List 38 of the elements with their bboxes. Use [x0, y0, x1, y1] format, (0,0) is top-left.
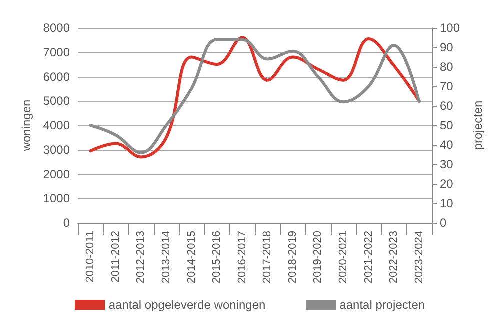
x-tick-label: 2023-2024 — [413, 231, 426, 284]
y2-tick-label: 20 — [440, 177, 454, 191]
y2-tick-label: 80 — [440, 60, 454, 74]
y-tick-label: 8000 — [43, 21, 70, 35]
y-tick-label: 6000 — [43, 70, 70, 84]
legend-label: aantal projecten — [340, 298, 426, 312]
y-tick-label: 5000 — [43, 94, 70, 108]
x-tick-label: 2018-2019 — [286, 231, 299, 284]
y-tick-label: 3000 — [43, 142, 70, 157]
y-tick-label: 2000 — [43, 167, 70, 182]
x-tick-label: 2019-2020 — [312, 231, 324, 284]
x-tick-label: 2013-2014 — [160, 231, 172, 284]
x-tick-label: 2011-2012 — [110, 231, 122, 283]
y2-tick-label: 50 — [440, 118, 454, 132]
y2-tick-label: 100 — [440, 21, 460, 35]
legend-label: aantal opgeleverde woningen — [108, 298, 266, 312]
y2-tick-label: 90 — [440, 40, 454, 54]
y2-tick-label: 0 — [440, 216, 447, 230]
y-axis-title: woningen — [19, 100, 34, 152]
x-tick-label: 2010-2011 — [84, 231, 97, 283]
y2-tick-label: 60 — [440, 99, 454, 113]
x-tick-label: 2014-2015 — [186, 231, 198, 284]
x-tick-label: 2016-2017 — [236, 231, 248, 284]
y-tick-label: 0 — [63, 216, 70, 230]
y2-tick-label: 10 — [440, 196, 454, 210]
x-tick-label: 2015-2016 — [211, 231, 224, 284]
y2-tick-label: 30 — [440, 158, 454, 172]
y2-tick-label: 70 — [440, 80, 454, 94]
x-tick-label: 2022-2023 — [388, 231, 400, 284]
y-tick-label: 1000 — [43, 192, 70, 206]
y-tick-label: 4000 — [43, 118, 70, 132]
y2-tick-label: 40 — [440, 138, 454, 152]
y-tick-label: 7000 — [43, 45, 70, 60]
y2-axis-title: projecten — [471, 100, 485, 150]
x-tick-label: 2012-2013 — [135, 231, 148, 284]
x-tick-label: 2017-2018 — [262, 231, 274, 284]
x-tick-label: 2021-2022 — [362, 231, 375, 284]
x-tick-label: 2020-2021 — [338, 231, 350, 284]
